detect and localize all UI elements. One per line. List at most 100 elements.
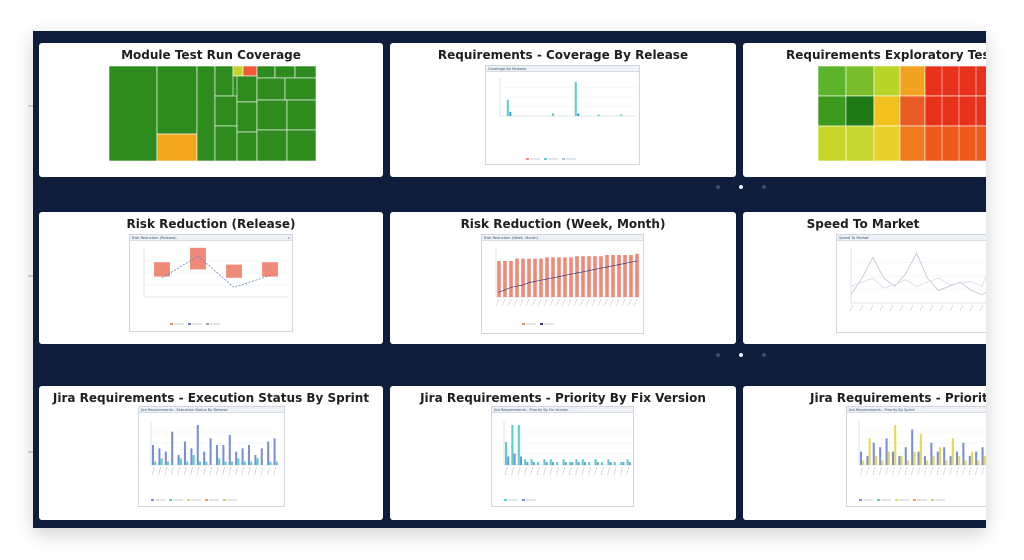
treemap-cell (196, 65, 216, 162)
thumbnail-title: Risk Reduction (Release) (132, 236, 177, 240)
carousel-dot[interactable] (762, 185, 766, 189)
tick-label (254, 466, 257, 476)
heatmap-cell (817, 65, 847, 97)
tick-label (531, 298, 536, 307)
treemap-cell (214, 95, 238, 127)
bar (597, 114, 600, 116)
bar (192, 455, 195, 465)
tick-label (573, 298, 578, 307)
tick-label (530, 466, 534, 476)
bar (247, 445, 251, 465)
widget-card-requirements-exploratory-test[interactable]: Requirements Exploratory Test C (743, 43, 986, 177)
tick-label (621, 298, 626, 307)
bar (222, 445, 225, 465)
tick-label (959, 304, 964, 312)
bar (862, 460, 865, 465)
treemap-cell (108, 65, 158, 162)
series-line (850, 252, 986, 296)
thumbnail-header (492, 407, 633, 413)
heatmap-cell (845, 125, 875, 162)
bar (151, 445, 155, 465)
bar (932, 456, 935, 465)
carousel-dot[interactable] (762, 353, 766, 357)
bar (620, 114, 623, 116)
bar (926, 460, 929, 465)
legend-text (526, 323, 536, 325)
carousel-dot[interactable] (716, 353, 720, 357)
tick-label (588, 466, 591, 476)
treemap-cell (284, 77, 317, 101)
coverage-bar-chart (499, 78, 636, 160)
bar (596, 462, 599, 465)
widget-card-speed-to-market[interactable]: Speed To Market Speed To Market (743, 212, 986, 344)
widget-card-jira-priority-by-fix-version[interactable]: Jira Requirements - Priority By Fix Vers… (390, 386, 736, 520)
legend-swatch (169, 499, 172, 501)
heatmap-cell (845, 95, 875, 127)
bar (919, 433, 922, 465)
widget-card-jira-priority-by[interactable]: Jira Requirements - Priority By Jira Req… (743, 386, 986, 520)
legend-text (191, 499, 201, 501)
legend-swatch (522, 323, 525, 325)
bar (158, 448, 161, 465)
priority-fix-version-chart (503, 421, 632, 501)
treemap-cell (274, 65, 296, 79)
bar (160, 458, 163, 465)
bar (885, 438, 888, 465)
tick-label (597, 298, 602, 307)
close-icon[interactable]: × (287, 235, 290, 240)
legend-text (173, 499, 183, 501)
widget-card-risk-reduction-week-month[interactable]: Risk Reduction (Week, Month) Risk Reduct… (390, 212, 736, 344)
bar (977, 460, 980, 465)
widget-card-module-test-run-coverage[interactable]: Module Test Run Coverage (39, 43, 383, 177)
bar (164, 451, 167, 465)
chart-thumbnail: Jira Requirements - Priority By Fix Vers… (491, 406, 634, 507)
bar (543, 459, 546, 465)
tick-label (943, 466, 946, 476)
heatmap-cell (924, 95, 986, 127)
bar (235, 451, 238, 465)
bar (539, 258, 543, 297)
bar (568, 462, 572, 465)
bar (887, 451, 890, 465)
risk-release-chart (143, 247, 288, 325)
thumbnail-header (847, 407, 986, 413)
bar (575, 459, 578, 465)
tick-label (549, 298, 554, 307)
widget-card-risk-reduction-release[interactable]: Risk Reduction (Release) Risk Reduction … (39, 212, 383, 344)
bar (527, 258, 531, 297)
bar (503, 261, 507, 297)
tick-label (955, 466, 959, 476)
tick-label (929, 304, 934, 312)
carousel-dot[interactable] (716, 185, 720, 189)
tick-label (183, 466, 187, 476)
legend-text (548, 158, 558, 160)
bar (879, 447, 882, 465)
tick-label (562, 466, 566, 476)
priority-sprint-chart (858, 421, 986, 501)
tick-label (511, 466, 514, 476)
bar (626, 459, 629, 465)
tick-label (519, 298, 524, 307)
tick-label (600, 466, 604, 476)
bar (581, 459, 584, 465)
tick-label (949, 466, 953, 476)
bar (260, 448, 263, 465)
heatmap-cell (873, 95, 901, 127)
bar (936, 451, 939, 465)
bar (975, 451, 978, 465)
bar (262, 262, 278, 277)
bar (958, 456, 961, 465)
treemap-cell (286, 129, 317, 162)
bar (607, 459, 610, 465)
bar (593, 256, 597, 297)
widget-card-requirements-coverage-by-release[interactable]: Requirements - Coverage By Release Cover… (390, 43, 736, 177)
bar (600, 462, 604, 465)
tick-label (917, 466, 921, 476)
tick-label (859, 304, 864, 312)
widget-card-jira-execution-status-by-sprint[interactable]: Jira Requirements - Execution Status By … (39, 386, 383, 520)
carousel-dot-active[interactable] (739, 185, 743, 189)
treemap-cell (294, 65, 317, 79)
carousel-dot-active[interactable] (739, 353, 743, 357)
widget-title: Jira Requirements - Priority By (810, 391, 986, 405)
thumbnail-header (837, 235, 986, 241)
